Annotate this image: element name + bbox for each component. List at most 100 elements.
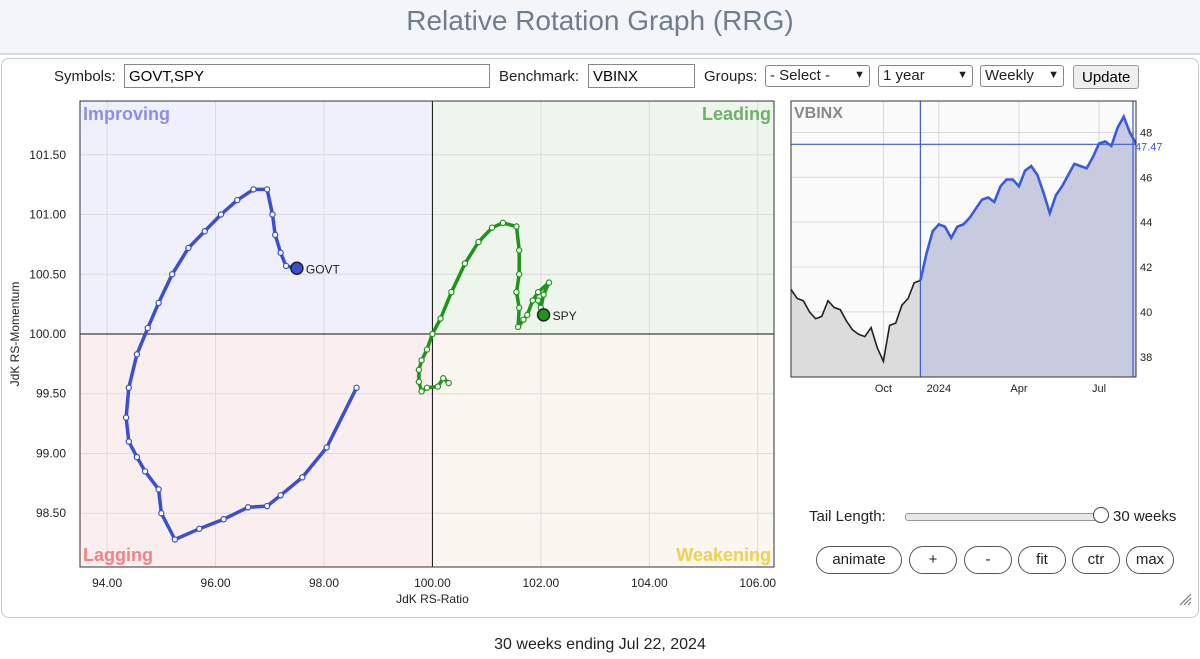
x-tick-label: 96.00 bbox=[201, 576, 231, 590]
benchmark-current-value: 47.47 bbox=[1135, 141, 1163, 153]
tail-point-spy bbox=[515, 247, 523, 254]
tail-point-govt bbox=[201, 228, 208, 235]
tail-point-spy bbox=[434, 383, 442, 390]
tail-point-govt bbox=[271, 231, 279, 239]
tail-point-govt bbox=[269, 211, 276, 218]
btn-animate[interactable]: animate bbox=[816, 546, 902, 574]
tail-point-spy bbox=[514, 323, 522, 331]
rrg-chart[interactable]: Improving Leading Lagging Weakening 94.00 96.… bbox=[2, 97, 792, 617]
tail-point-spy bbox=[440, 375, 447, 382]
benchmark-area-highlight bbox=[920, 116, 1136, 377]
btn-minus[interactable]: - bbox=[964, 546, 1012, 574]
period-select[interactable]: 1 year ▼ bbox=[878, 65, 973, 87]
y-axis-label: JdK RS-Momentum bbox=[8, 282, 22, 387]
quadrant-label-leading: Leading bbox=[702, 104, 771, 124]
page-title: Relative Rotation Graph (RRG) bbox=[406, 5, 794, 36]
y-tick-label: 100.50 bbox=[29, 267, 66, 281]
footer-caption: 30 weeks ending Jul 22, 2024 bbox=[494, 636, 706, 653]
tail-point-govt bbox=[155, 299, 162, 307]
frequency-select-value: Weekly bbox=[985, 67, 1034, 84]
benchmark-line-highlight bbox=[919, 113, 1138, 281]
benchmark-y-tick-label: 38 bbox=[1140, 352, 1152, 364]
series-label-spy: SPY bbox=[553, 309, 577, 323]
tail-point-spy bbox=[448, 288, 455, 296]
resize-handle-icon[interactable] bbox=[1178, 592, 1192, 611]
chevron-down-icon: ▼ bbox=[957, 69, 968, 81]
benchmark-area-before bbox=[791, 280, 921, 377]
tail-point-govt bbox=[250, 186, 257, 193]
x-tick-label: 102.00 bbox=[523, 576, 560, 590]
tail-point-govt bbox=[158, 510, 165, 517]
y-tick-label: 98.50 bbox=[36, 506, 66, 520]
benchmark-y-tick-label: 42 bbox=[1140, 262, 1152, 274]
tail-length-label: Tail Length: bbox=[809, 508, 886, 525]
tail-point-spy bbox=[534, 297, 542, 304]
benchmark-label: Benchmark: bbox=[499, 68, 580, 85]
groups-select-value: - Select - bbox=[770, 67, 831, 84]
tail-point-govt bbox=[277, 249, 284, 256]
benchmark-chart: VBINX 38 40 42 44 46 48 47.47 Oct 2024 Apr Jul bbox=[790, 100, 1163, 395]
tail-point-spy bbox=[513, 223, 520, 230]
btn-max[interactable]: max bbox=[1126, 546, 1174, 574]
tail-point-spy bbox=[529, 297, 536, 304]
tail-length-slider[interactable] bbox=[905, 513, 1103, 521]
x-tick-label: 94.00 bbox=[92, 576, 122, 590]
x-tick-label: 100.00 bbox=[414, 576, 451, 590]
tail-point-govt bbox=[244, 504, 252, 511]
y-tick-label: 99.00 bbox=[36, 446, 66, 460]
groups-select[interactable]: - Select - ▼ bbox=[765, 65, 870, 87]
tail-point-govt bbox=[353, 384, 360, 391]
benchmark-y-tick-label: 40 bbox=[1140, 307, 1152, 319]
y-tick-label: 100.00 bbox=[29, 327, 66, 341]
tail-point-govt bbox=[133, 453, 141, 461]
btn-plus[interactable]: + bbox=[909, 546, 957, 574]
benchmark-input[interactable] bbox=[588, 64, 695, 88]
x-axis-label: JdK RS-Ratio bbox=[396, 592, 469, 606]
tail-point-spy bbox=[418, 357, 425, 364]
tail-point-govt bbox=[168, 271, 176, 278]
chevron-down-icon: ▼ bbox=[1048, 69, 1059, 81]
tail-point-govt bbox=[141, 468, 149, 475]
tail-point-spy bbox=[524, 311, 531, 319]
rrg-panel: Symbols: Benchmark: Groups: - Select - ▼… bbox=[1, 58, 1199, 618]
tail-point-spy bbox=[545, 279, 553, 286]
x-tick-label: 98.00 bbox=[309, 576, 339, 590]
tail-point-spy bbox=[515, 271, 523, 278]
tail-point-spy bbox=[515, 304, 523, 311]
y-tick-label: 99.50 bbox=[36, 387, 66, 401]
tail-point-spy bbox=[415, 366, 423, 374]
benchmark-x-tick-label: 2024 bbox=[927, 383, 951, 395]
symbols-input[interactable] bbox=[124, 64, 490, 88]
tail-point-spy bbox=[520, 316, 527, 323]
tail-point-govt bbox=[171, 536, 179, 543]
tail-length-slider-handle[interactable] bbox=[1093, 507, 1109, 523]
tail-point-govt bbox=[217, 211, 225, 218]
tail-point-govt bbox=[263, 186, 271, 193]
head-marker-spy bbox=[536, 308, 551, 322]
tail-point-govt bbox=[196, 525, 203, 532]
tail-point-govt bbox=[125, 438, 132, 445]
symbols-label: Symbols: bbox=[54, 68, 116, 85]
tail-point-spy bbox=[418, 388, 425, 395]
btn-ctr[interactable]: ctr bbox=[1072, 546, 1120, 574]
quadrant-label-improving: Improving bbox=[83, 104, 170, 124]
tail-length-value: 30 weeks bbox=[1113, 508, 1177, 525]
y-tick-label: 101.50 bbox=[29, 148, 66, 162]
quadrant-label-weakening: Weakening bbox=[676, 545, 771, 565]
tail-point-govt bbox=[323, 444, 330, 451]
tail-point-govt bbox=[299, 474, 306, 481]
benchmark-y-tick-label: 46 bbox=[1140, 172, 1152, 184]
tail-point-spy bbox=[461, 260, 469, 267]
benchmark-y-tick-label: 44 bbox=[1140, 217, 1152, 229]
tail-point-spy bbox=[423, 346, 431, 353]
benchmark-frame bbox=[790, 100, 1137, 378]
update-button[interactable]: Update bbox=[1073, 65, 1140, 89]
tail-point-spy bbox=[475, 238, 482, 246]
x-tick-label: 104.00 bbox=[631, 576, 668, 590]
benchmark-title: VBINX bbox=[794, 105, 843, 122]
quadrant-weakening bbox=[432, 334, 774, 567]
btn-fit[interactable]: fit bbox=[1018, 546, 1066, 574]
frequency-select[interactable]: Weekly ▼ bbox=[980, 65, 1064, 87]
tail-point-spy bbox=[499, 219, 507, 227]
tail-point-spy bbox=[534, 288, 542, 296]
